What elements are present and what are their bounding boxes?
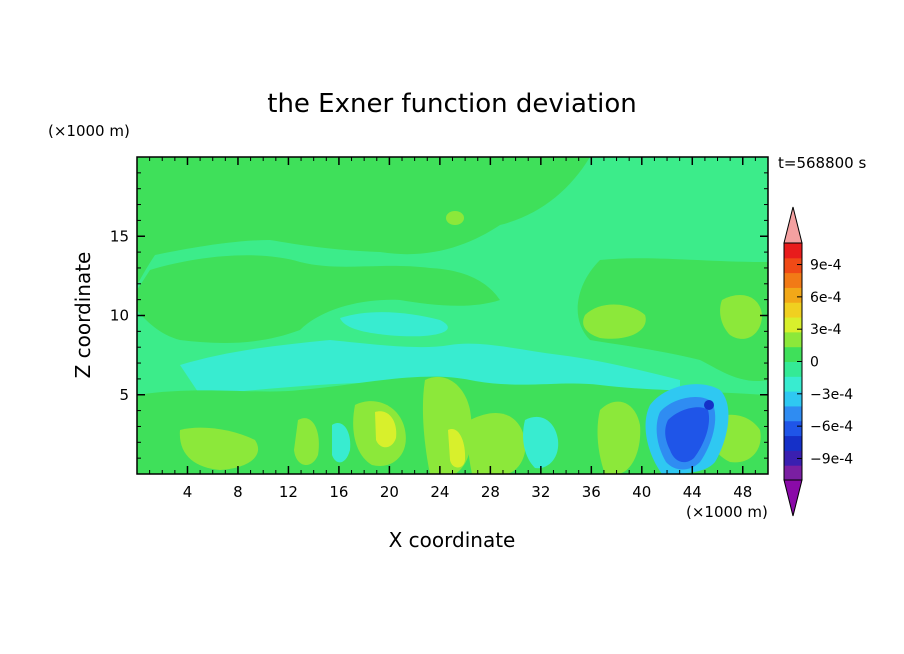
x-tick-label: 40 — [632, 483, 651, 501]
colorbar-segment — [784, 287, 802, 303]
x-tick-label: 8 — [233, 483, 243, 501]
colorbar-tick-label: 9e-4 — [810, 258, 842, 274]
positive-column-7 — [448, 429, 466, 468]
colorbar-segment — [784, 302, 802, 318]
colorbar-segment — [784, 465, 802, 481]
x-tick-label: 16 — [329, 483, 348, 501]
right-zero-region — [577, 258, 768, 381]
x-tick-label: 20 — [380, 483, 399, 501]
colorbar-segment — [784, 435, 802, 451]
colorbar-segment — [784, 420, 802, 437]
positive-column-1 — [179, 427, 259, 470]
colorbar-segment — [784, 405, 802, 422]
negative-band-upper — [340, 312, 448, 337]
colorbar-segment — [784, 331, 802, 348]
x-tick-label: 48 — [733, 483, 752, 501]
y-axis-label: Z coordinate — [71, 252, 95, 379]
mid-zero-region — [137, 255, 500, 343]
right-positive-region — [583, 304, 646, 339]
colorbar-segment — [784, 243, 802, 259]
x-tick-label: 32 — [531, 483, 550, 501]
colorbar-tick-label: 0 — [810, 355, 819, 371]
x-tick-label: 36 — [582, 483, 601, 501]
colorbar-tick-label: 3e-4 — [810, 322, 842, 338]
colorbar-segment — [784, 376, 802, 392]
x-axis-label: X coordinate — [389, 528, 516, 552]
colorbar: 9e-4 6e-4 3e-4 0 −3e-4 −6e-4 −9e-4 — [783, 206, 853, 517]
contour-field — [137, 157, 768, 474]
colorbar-tick-label: 6e-4 — [810, 290, 842, 306]
upper-zero-region — [137, 157, 590, 285]
x-unit-label: (×1000 m) — [686, 503, 768, 521]
colorbar-segment — [784, 450, 802, 466]
time-label: t=568800 s — [778, 154, 866, 172]
colorbar-tick-label: −3e-4 — [810, 387, 853, 403]
x-tick-label: 12 — [279, 483, 298, 501]
colorbar-segment — [784, 317, 802, 333]
positive-column-6 — [467, 412, 526, 474]
positive-column-2 — [294, 418, 319, 466]
y-tick-label: 15 — [110, 227, 129, 245]
positive-column-4 — [375, 411, 397, 448]
x-axis-ticks: 4 8 12 16 20 24 28 32 36 40 44 48 — [149, 157, 756, 501]
negative-column-1 — [523, 416, 559, 469]
colorbar-segment — [784, 257, 802, 274]
colorbar-over-arrow — [783, 206, 803, 244]
colorbar-tick-label: −6e-4 — [810, 419, 853, 435]
y-tick-label: 5 — [119, 386, 129, 404]
x-tick-label: 28 — [481, 483, 500, 501]
deep-negative-inner — [665, 407, 710, 463]
colorbar-tick-label: −9e-4 — [810, 451, 853, 467]
y-axis-ticks: 5 10 15 — [110, 172, 768, 459]
negative-column-2 — [332, 422, 351, 463]
colorbar-under-arrow — [783, 479, 803, 517]
colorbar-segment — [784, 361, 802, 377]
x-tick-label: 4 — [183, 483, 193, 501]
chart-title: the Exner function deviation — [267, 89, 637, 119]
colorbar-segment — [784, 272, 802, 288]
deep-negative-core — [704, 400, 714, 410]
x-tick-label: 24 — [430, 483, 449, 501]
small-positive-blob — [446, 211, 464, 225]
x-tick-label: 44 — [683, 483, 702, 501]
right-positive-region-2 — [720, 295, 762, 339]
y-tick-label: 10 — [110, 307, 129, 325]
colorbar-segment — [784, 346, 802, 362]
positive-column-8 — [597, 401, 641, 474]
colorbar-segment — [784, 391, 802, 407]
y-unit-label: (×1000 m) — [48, 122, 130, 140]
